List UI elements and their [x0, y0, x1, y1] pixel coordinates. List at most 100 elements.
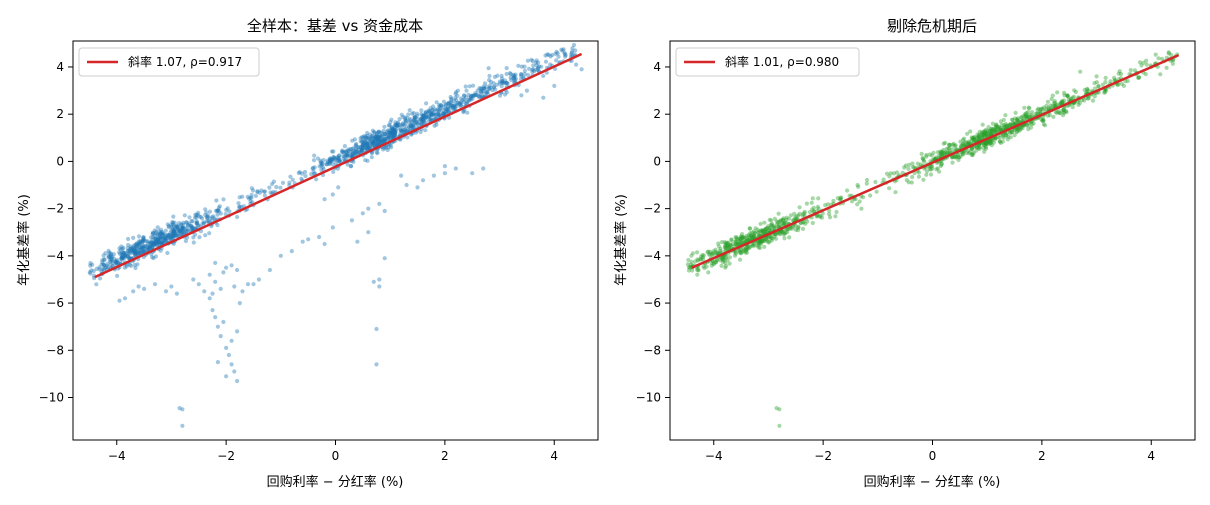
chart-left-point — [427, 110, 432, 115]
chart-right-point — [887, 174, 892, 179]
chart-left-point — [438, 113, 443, 118]
chart-right-point — [990, 127, 996, 132]
chart-left-point — [215, 222, 220, 228]
chart-left-point — [371, 139, 376, 145]
chart-right-point — [990, 128, 995, 133]
chart-right-point — [733, 242, 738, 247]
chart-left-point — [162, 237, 168, 242]
chart-right-point — [729, 237, 734, 242]
chart-right-point — [982, 134, 988, 139]
chart-left-point — [436, 108, 441, 113]
chart-left-point — [125, 246, 130, 251]
chart-left-point — [481, 86, 486, 91]
chart-right-point — [969, 147, 975, 152]
chart-right-point — [971, 138, 977, 143]
chart-left-point — [370, 134, 375, 139]
chart-left-point — [132, 252, 137, 257]
chart-right-point — [1014, 117, 1020, 123]
chart-right-point — [724, 242, 729, 247]
chart-right-point — [736, 242, 741, 247]
chart-left-point — [361, 140, 366, 146]
chart-right-point — [982, 149, 987, 154]
chart-left-point — [169, 224, 174, 229]
chart-left-point — [477, 93, 482, 99]
chart-left-point — [375, 136, 381, 141]
chart-right-point — [780, 217, 785, 222]
chart-left-point — [207, 209, 213, 214]
chart-right-point — [731, 244, 736, 249]
chart-left-point — [216, 209, 222, 214]
chart-right-point — [950, 154, 955, 159]
chart-left-point — [235, 214, 240, 220]
chart-right-point — [738, 238, 743, 243]
chart-left-point — [470, 96, 475, 101]
chart-left-point — [443, 103, 448, 108]
chart-right-point — [761, 238, 766, 243]
chart-right-point — [981, 142, 986, 147]
chart-right-point — [696, 258, 701, 263]
chart-left-point — [429, 112, 434, 117]
chart-right-point — [1058, 101, 1063, 106]
chart-right-ytick-label: −6 — [643, 296, 661, 310]
chart-right-point — [1065, 93, 1070, 98]
chart-left-point — [397, 116, 402, 122]
chart-left-point — [390, 130, 395, 135]
chart-left-legend: 斜率 1.07, ρ=0.917 — [78, 47, 260, 77]
chart-left-point — [221, 197, 226, 202]
chart-right-point — [958, 139, 963, 144]
chart-left-point — [574, 62, 579, 67]
chart-right-point — [725, 243, 730, 248]
chart-left-point — [392, 131, 397, 136]
chart-right-point — [1026, 121, 1031, 126]
chart-right-point — [1013, 121, 1018, 126]
chart-left-point — [408, 123, 413, 128]
chart-left-point — [136, 239, 141, 244]
chart-left-point — [141, 246, 146, 251]
chart-right-point — [986, 131, 991, 136]
chart-left-point — [162, 232, 167, 237]
chart-left-point — [453, 95, 458, 100]
chart-left-point — [390, 131, 396, 136]
chart-left-point — [432, 107, 437, 112]
chart-left-point — [354, 149, 360, 154]
chart-left-ytick-label: −6 — [46, 296, 64, 310]
chart-right-point — [1137, 60, 1143, 65]
chart-left-point — [240, 194, 245, 199]
chart-right-point — [733, 235, 738, 240]
chart-right-point — [950, 147, 955, 152]
chart-left-point — [216, 208, 221, 213]
chart-left-point — [559, 47, 564, 52]
chart-right-point — [993, 135, 998, 141]
chart-left-point — [256, 277, 261, 282]
chart-left-point — [382, 138, 387, 143]
chart-right-point — [916, 174, 922, 179]
chart-left-point — [137, 244, 142, 249]
chart-left-point — [343, 149, 348, 154]
chart-right-point — [984, 141, 989, 146]
chart-left-point — [162, 236, 167, 241]
chart-left-point — [186, 227, 191, 232]
chart-left-point — [412, 115, 417, 120]
chart-left-point — [432, 123, 437, 128]
chart-left-point — [443, 107, 448, 112]
chart-left-point — [161, 232, 166, 237]
chart-right-point — [777, 232, 783, 237]
chart-left-point — [478, 91, 483, 96]
chart-left-point — [87, 270, 92, 275]
chart-left-point — [101, 262, 107, 267]
chart-right-point — [1003, 121, 1008, 127]
chart-right-point — [961, 141, 966, 146]
chart-left-point — [195, 220, 200, 225]
chart-right-point — [975, 132, 980, 137]
chart-right-point — [998, 126, 1004, 131]
chart-right-point — [909, 180, 914, 185]
chart-right-point — [1008, 130, 1013, 135]
chart-left-point — [131, 249, 136, 254]
chart-left-point — [167, 234, 172, 239]
chart-right-point — [720, 255, 725, 260]
chart-left-point — [561, 47, 566, 52]
chart-left-point — [249, 192, 254, 197]
chart-right-point — [723, 241, 728, 246]
chart-right-point — [939, 161, 945, 166]
chart-left-point — [159, 234, 164, 239]
